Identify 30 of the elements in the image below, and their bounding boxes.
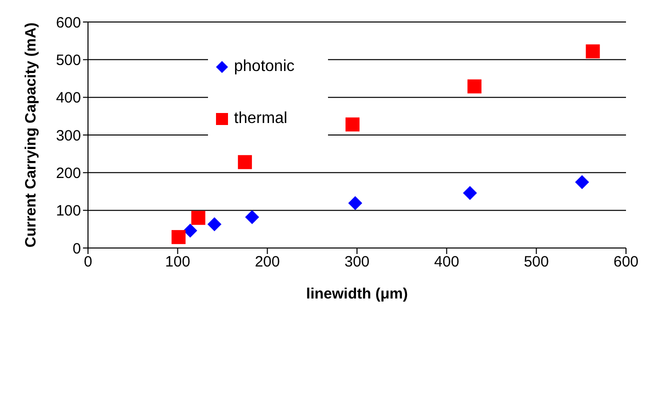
point [245, 210, 260, 224]
point [348, 196, 362, 210]
point [462, 186, 477, 200]
y-tick-label: 300 [56, 127, 81, 144]
point [346, 117, 360, 132]
y-tick-label: 100 [56, 202, 81, 220]
y-tick-label: 400 [56, 90, 81, 107]
point [183, 224, 198, 238]
point [191, 210, 206, 225]
x-tick-label: 300 [344, 254, 370, 271]
y-tick-label: 600 [56, 14, 81, 32]
legend-label: photonic [234, 58, 294, 76]
point [586, 44, 600, 58]
y-tick-label: 0 [72, 240, 81, 258]
point [467, 79, 482, 94]
x-axis-title: linewidth (μm) [306, 286, 408, 303]
legend-label: thermal [234, 110, 288, 128]
y-axis-title: Current Carrying Capacity (mA) [22, 22, 40, 248]
point [575, 175, 590, 190]
x-tick-label: 200 [254, 254, 280, 271]
x-tick-label: 0 [84, 254, 92, 271]
y-tick-label: 200 [56, 164, 81, 182]
x-tick-label: 600 [613, 254, 639, 271]
point [238, 155, 252, 170]
x-tick-label: 100 [165, 254, 190, 271]
x-tick-label: 400 [434, 254, 460, 271]
point [172, 230, 186, 244]
x-tick-label: 500 [524, 254, 549, 271]
y-tick-label: 500 [56, 52, 81, 69]
point [207, 217, 222, 232]
